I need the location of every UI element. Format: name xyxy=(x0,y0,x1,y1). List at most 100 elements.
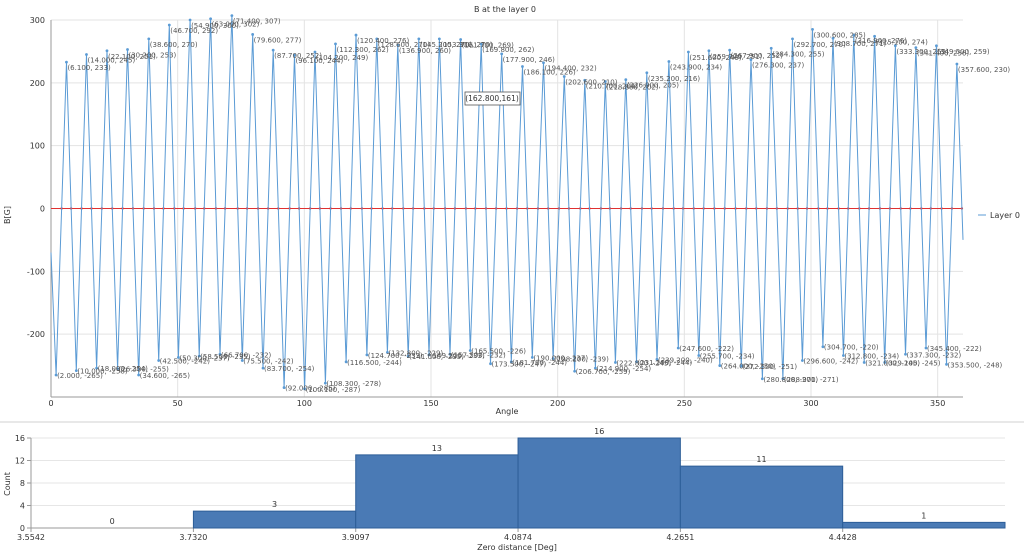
peak-data-label: (153.300, 270) xyxy=(440,41,492,49)
peak-data-label: (325.100, 274) xyxy=(876,38,928,46)
peak-marker xyxy=(437,37,441,41)
legend[interactable]: Layer 0 xyxy=(978,211,1020,220)
peak-marker xyxy=(831,36,835,40)
trough-marker xyxy=(448,352,452,356)
trough-data-label: (116.500, -244) xyxy=(347,359,402,367)
histogram-bar xyxy=(679,465,844,529)
peak-marker xyxy=(209,17,213,21)
x-tick-label: 250 xyxy=(677,399,692,408)
trough-data-label: (312.800, -234) xyxy=(844,353,899,361)
peak-data-label: (30.200, 253) xyxy=(129,52,177,60)
bottom-x-tick-label: 4.2651 xyxy=(666,533,694,542)
trough-data-label: (10.000, -258) xyxy=(77,368,128,376)
trough-marker xyxy=(261,366,265,370)
trough-data-label: (165.500, -226) xyxy=(471,348,526,356)
peak-marker xyxy=(126,48,129,51)
trough-marker xyxy=(614,361,617,364)
trough-marker xyxy=(54,373,58,377)
trough-marker xyxy=(883,361,887,364)
bottom-y-tick-label: 4 xyxy=(20,502,25,511)
peak-marker xyxy=(334,42,337,46)
zero-reference-line xyxy=(51,207,964,210)
series-layer-0 xyxy=(50,14,964,391)
peak-marker xyxy=(147,37,151,41)
trough-data-label: (206.700, -259) xyxy=(576,368,631,376)
peak-marker xyxy=(811,28,814,31)
peak-data-label: (202.600, 210) xyxy=(565,79,617,87)
y-tick-label: 200 xyxy=(30,79,45,88)
trough-marker xyxy=(800,359,804,362)
trough-marker xyxy=(655,357,659,361)
peak-data-label: (357.600, 230) xyxy=(958,66,1010,74)
trough-data-label: (239.200, -240) xyxy=(658,356,713,364)
peak-data-label: (104.200, 249) xyxy=(316,54,368,62)
bottom-x-axis-label: Zero distance [Deg] xyxy=(477,543,557,552)
peak-marker xyxy=(167,23,171,27)
trough-marker xyxy=(468,349,472,352)
peak-marker xyxy=(707,49,711,53)
trough-data-label: (100.100, -287) xyxy=(306,386,361,394)
top-y-axis-label: B[G] xyxy=(3,206,12,224)
trough-marker xyxy=(240,359,244,362)
trough-marker xyxy=(530,356,534,359)
trough-data-label: (124.700, -233) xyxy=(368,352,423,360)
trough-data-label: (75.500, -242) xyxy=(243,358,294,366)
peak-data-label: (145.200, 270) xyxy=(420,41,472,49)
trough-marker xyxy=(344,360,348,364)
peak-data-label: (14.000, 245) xyxy=(87,57,135,65)
peak-data-label: (169.800, 262) xyxy=(482,46,534,54)
histogram-bar-label: 0 xyxy=(110,517,115,526)
legend-label-layer-0: Layer 0 xyxy=(990,211,1020,220)
trough-data-label: (345.400, -222) xyxy=(927,345,982,353)
trough-marker xyxy=(904,352,907,356)
histogram-bar xyxy=(842,521,1006,529)
peak-marker xyxy=(749,58,753,61)
histogram-bar-label: 1 xyxy=(921,511,926,520)
trough-data-label: (353.500, -248) xyxy=(948,361,1003,369)
y-tick-label: 0 xyxy=(40,205,45,214)
peak-marker xyxy=(852,33,856,37)
x-tick-label: 150 xyxy=(423,399,438,408)
tooltip: (162.800,161) xyxy=(464,91,521,106)
trough-marker xyxy=(781,377,785,381)
trough-marker xyxy=(635,360,638,364)
top-chart-title: B at the layer 0 xyxy=(474,5,536,14)
y-tick-label: 100 xyxy=(30,142,45,151)
peak-data-label: (300.600, 285) xyxy=(814,31,866,39)
peak-marker xyxy=(893,44,897,48)
trough-data-label: (132.800, -229) xyxy=(388,349,443,357)
peak-data-label: (235.200, 216) xyxy=(648,75,700,83)
trough-data-label: (214.900, -254) xyxy=(596,365,651,373)
peak-marker xyxy=(542,61,545,65)
histogram-bar-label: 11 xyxy=(756,455,766,464)
bottom-x-tick-label: 4.4428 xyxy=(829,533,857,542)
tooltip-text: (162.800,161) xyxy=(465,94,519,103)
peak-marker xyxy=(105,49,109,53)
histogram-bar xyxy=(355,454,519,529)
trough-marker xyxy=(323,381,327,385)
peak-data-label: (218.800, 202) xyxy=(606,84,658,92)
peak-marker xyxy=(935,44,938,48)
x-tick-label: 350 xyxy=(930,399,945,408)
trough-data-label: (337.300, -232) xyxy=(906,351,961,359)
bottom-x-tick-label: 4.0874 xyxy=(504,533,532,542)
peak-marker xyxy=(459,38,463,41)
trough-data-label: (321.000, -245) xyxy=(865,359,920,367)
peak-data-label: (63.000, 302) xyxy=(212,21,260,29)
trough-data-label: (92.000, -285) xyxy=(285,385,336,393)
trough-data-label: (66.700, -232) xyxy=(221,351,272,359)
trough-data-label: (272.500, -251) xyxy=(742,363,797,371)
histogram-bar-label: 16 xyxy=(594,427,604,436)
trough-marker xyxy=(303,387,306,391)
top-x-axis-label: Angle xyxy=(496,407,519,416)
peak-marker xyxy=(955,62,959,66)
trough-data-label: (280.800, -271) xyxy=(763,376,818,384)
peak-marker xyxy=(667,60,671,63)
peak-marker xyxy=(583,78,587,82)
trough-marker xyxy=(718,364,722,367)
peak-data-label: (87.700, 252) xyxy=(274,52,322,60)
top-data-labels: (6.100, 233)(14.000, 245)(22.100, 251)(3… xyxy=(57,18,1010,394)
peak-data-label: (161.700, 269) xyxy=(462,41,514,49)
bottom-x-tick-label: 3.7320 xyxy=(179,533,207,542)
peak-marker xyxy=(417,37,421,41)
